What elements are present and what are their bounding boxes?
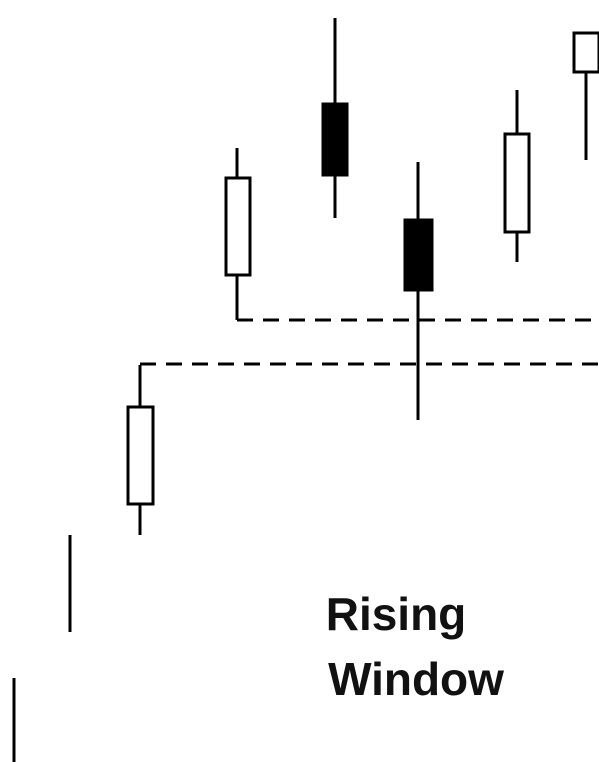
label-line: Window [328, 653, 504, 705]
label-line: Rising [326, 588, 467, 640]
candle-body [321, 102, 349, 177]
candle-body [224, 176, 252, 277]
candle-body [403, 218, 434, 292]
candle-body [503, 132, 531, 234]
candle-body [572, 31, 599, 74]
candle-body [126, 405, 155, 506]
